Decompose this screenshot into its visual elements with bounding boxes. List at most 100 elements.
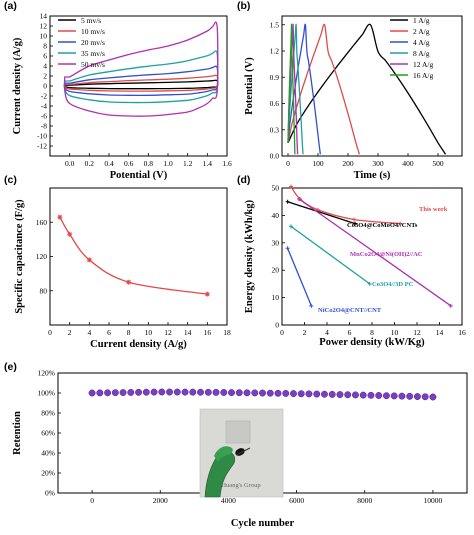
x-tick-label: 18 bbox=[223, 328, 231, 337]
x-tick-label: 8 bbox=[370, 328, 374, 337]
retention-point bbox=[127, 388, 135, 396]
data-point-marker bbox=[352, 217, 356, 222]
data-point-marker bbox=[398, 221, 403, 226]
y-tick-label: -6 bbox=[41, 112, 47, 121]
x-tick-label: 8 bbox=[127, 328, 131, 337]
panel-label: (d) bbox=[237, 174, 250, 186]
y-tick-label: 100% bbox=[38, 389, 56, 398]
y-tick-label: 0% bbox=[45, 489, 55, 498]
y-tick-label: 120% bbox=[38, 369, 56, 378]
legend-entry: 12 A/g bbox=[413, 60, 433, 69]
x-tick-label: 1.4 bbox=[203, 159, 213, 168]
retention-point bbox=[282, 389, 290, 397]
retention-point bbox=[189, 388, 197, 396]
retention-point bbox=[367, 391, 375, 399]
x-tick-label: 10 bbox=[391, 328, 399, 337]
retention-point bbox=[212, 388, 220, 396]
x-tick-label: 6 bbox=[348, 328, 352, 337]
x-tick-label: 1.6 bbox=[222, 159, 232, 168]
retention-point bbox=[235, 389, 243, 397]
x-tick-label: 12 bbox=[164, 328, 172, 337]
x-axis-label: Cycle number bbox=[231, 518, 295, 529]
x-tick-label: 0.8 bbox=[144, 159, 154, 168]
legend-entry: 10 mv/s bbox=[81, 27, 105, 36]
retention-point bbox=[359, 391, 367, 399]
retention-point bbox=[173, 388, 181, 396]
retention-point bbox=[382, 392, 390, 400]
x-tick-label: 0.2 bbox=[85, 159, 95, 168]
retention-point bbox=[119, 389, 127, 396]
gcd-series-line bbox=[287, 23, 304, 155]
retention-point bbox=[375, 392, 383, 399]
panel-label: (c) bbox=[4, 174, 17, 186]
y-axis-label: Potential (V) bbox=[244, 57, 255, 115]
retention-point bbox=[181, 388, 189, 396]
x-tick-label: 2 bbox=[303, 328, 307, 337]
legend-entry: 5 mv/s bbox=[81, 16, 101, 25]
data-point-marker bbox=[126, 279, 132, 285]
retention-point bbox=[150, 388, 158, 396]
x-tick-label: 100 bbox=[312, 159, 324, 168]
x-tick-label: 0 bbox=[280, 328, 284, 337]
y-axis-label: Retention bbox=[12, 411, 23, 455]
retention-point bbox=[398, 392, 406, 400]
retention-point bbox=[243, 389, 251, 397]
panel-b-gcd: 0 100 200 300 400 500 0.0 0.3 0.6 0.9 1.2 1.5 (b) Tim… bbox=[237, 0, 463, 181]
y-axis-label: Energy density (kWh/kg) bbox=[244, 199, 255, 313]
retention-point bbox=[266, 389, 274, 397]
y-tick-label: -12 bbox=[37, 142, 47, 151]
retention-point bbox=[429, 393, 437, 401]
retention-point bbox=[251, 389, 259, 397]
y-tick-label: 12 bbox=[40, 22, 48, 31]
retention-point bbox=[142, 388, 150, 396]
x-axis-label: Time (s) bbox=[354, 170, 391, 181]
legend-entry: 35 mv/s bbox=[81, 49, 105, 58]
legend-entry: 16 A/g bbox=[413, 71, 433, 80]
gcd-series-line bbox=[287, 23, 447, 155]
data-point-marker bbox=[67, 231, 73, 237]
retention-point bbox=[135, 388, 143, 396]
data-point-marker bbox=[285, 246, 290, 251]
x-tick-label: 4 bbox=[325, 328, 329, 337]
ragone-series-line bbox=[286, 248, 312, 307]
x-tick-label: 6000 bbox=[289, 496, 304, 505]
panel-d-ragone: 0 2 4 6 8 10 12 14 16 0 10 20 30 40 50 (d) Power density… bbox=[237, 174, 466, 348]
x-tick-label: 16 bbox=[204, 328, 212, 337]
glove-finger-icon bbox=[214, 446, 233, 462]
legend-entry: 20 mv/s bbox=[81, 38, 105, 47]
y-tick-label: 120 bbox=[36, 252, 48, 261]
data-point-marker bbox=[204, 291, 210, 297]
ragone-series-line bbox=[290, 225, 371, 285]
retention-point bbox=[305, 390, 313, 398]
data-point-marker bbox=[353, 221, 358, 226]
plot-frame bbox=[281, 15, 463, 157]
y-tick-label: 40% bbox=[41, 449, 55, 458]
y-tick-label: 40 bbox=[272, 211, 280, 220]
data-point-marker bbox=[57, 214, 63, 220]
x-tick-label: 6 bbox=[107, 328, 111, 337]
y-tick-label: 80% bbox=[41, 409, 55, 418]
retention-point bbox=[158, 388, 166, 396]
retention-point bbox=[228, 389, 235, 397]
x-tick-label: 500 bbox=[432, 159, 444, 168]
y-tick-label: 0 bbox=[275, 321, 279, 330]
x-tick-label: 8000 bbox=[357, 496, 372, 505]
series-annotation: NiCo2O4@CNT//CNT bbox=[318, 307, 382, 314]
y-tick-label: 10 bbox=[272, 293, 280, 302]
x-tick-label: 12 bbox=[413, 328, 421, 337]
panel-label: (b) bbox=[237, 0, 250, 12]
retention-point bbox=[290, 390, 297, 398]
panel-c-capacitance: 0 2 4 6 8 10 12 14 16 18 80 120 160 (c) Current densit… bbox=[4, 174, 231, 350]
retention-point bbox=[413, 393, 421, 401]
legend-entry: 50 mv/s bbox=[81, 60, 105, 69]
x-tick-label: 2 bbox=[68, 328, 72, 337]
cv-series-line bbox=[63, 65, 219, 97]
retention-point bbox=[313, 390, 321, 398]
legend-entry: 1 A/g bbox=[413, 16, 430, 25]
series-annotation: MnCo2O4@Ni(OH)2//AC bbox=[350, 251, 423, 258]
y-tick-label: 80 bbox=[40, 286, 48, 295]
series-annotation: This work bbox=[419, 206, 448, 213]
x-tick-label: 10 bbox=[145, 328, 153, 337]
x-tick-label: 10000 bbox=[424, 496, 443, 505]
